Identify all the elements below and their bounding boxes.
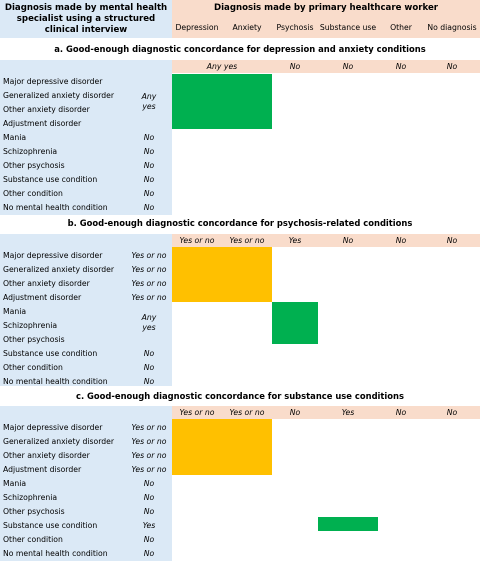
section-c-row-value: Yes or no: [131, 422, 167, 432]
section-b-col-value: No: [446, 236, 458, 245]
section-a-colvalue-band: [172, 60, 480, 73]
section-b-row-value: No: [143, 362, 155, 372]
section-a-title: a. Good-enough diagnostic concordance fo…: [54, 44, 426, 54]
section-b-row-value: Yes or no: [131, 264, 167, 274]
section-b-row-value: Yes or no: [131, 250, 167, 260]
section-b-row-value: Yes or no: [131, 278, 167, 288]
section-a-row-value: No: [143, 174, 155, 184]
section-b-row-label: Generalized anxiety disorder: [3, 264, 115, 274]
section-c-row-label: Generalized anxiety disorder: [3, 436, 115, 446]
section-c-partial-cell: [172, 419, 272, 475]
col-header-psychosis: Psychosis: [276, 22, 314, 32]
phcw-header-title: Diagnosis made by primary healthcare wor…: [213, 2, 439, 13]
col-header-depression: Depression: [175, 22, 219, 32]
section-a-row-label: No mental health condition: [3, 202, 108, 212]
section-c-concordance-cell: [318, 517, 378, 531]
section-a-row-label: Generalized anxiety disorder: [3, 90, 115, 100]
section-b-col-value: No: [395, 236, 407, 245]
section-c-row-value: No: [143, 478, 155, 488]
section-a-col-other: No: [395, 62, 407, 71]
section-c-col-value: No: [446, 408, 458, 417]
section-b-colvalue-band: [172, 234, 480, 247]
section-a-row-label: Other psychosis: [3, 160, 65, 170]
col-header-anxiety: Anxiety: [232, 22, 262, 32]
section-c-row-value: No: [143, 548, 155, 558]
section-c-row-label: Schizophrenia: [3, 492, 58, 502]
section-c-row-label: Major depressive disorder: [3, 422, 103, 432]
section-b-partial-cell: [172, 247, 272, 302]
section-a-rowlabel-panel: [0, 60, 172, 215]
section-a-row-label: Major depressive disorder: [3, 76, 103, 86]
section-a-row-value: No: [143, 188, 155, 198]
section-a-row-label: Substance use condition: [3, 174, 98, 184]
section-c-colvalue-band: [172, 406, 480, 419]
section-b-row-label: Other psychosis: [3, 334, 65, 344]
section-c-row-label: No mental health condition: [3, 548, 108, 558]
section-a-row-label: Mania: [3, 132, 27, 142]
section-a-col-any-yes: Any yes: [206, 62, 238, 71]
section-a-concordance-cell: [172, 74, 272, 129]
section-c-row-value: Yes or no: [131, 450, 167, 460]
section-c-row-value: No: [143, 506, 155, 516]
section-c-col-value: Yes or no: [229, 408, 265, 417]
section-b-concordance-cell: [272, 302, 318, 344]
section-b-col-value: Yes or no: [179, 236, 215, 245]
section-c-row-label: Other condition: [3, 534, 63, 544]
section-c-row-value: Yes: [142, 520, 156, 530]
section-c-col-value: Yes or no: [179, 408, 215, 417]
section-c-col-value: No: [395, 408, 407, 417]
section-a-col-no-diagnosis: No: [446, 62, 458, 71]
section-b-row-value: No: [143, 376, 155, 386]
phcw-header: [172, 0, 480, 38]
section-a-row-value: No: [143, 146, 155, 156]
section-b-col-value: Yes or no: [229, 236, 265, 245]
section-c-row-value: Yes or no: [131, 436, 167, 446]
section-a-row-label: Schizophrenia: [3, 146, 58, 156]
section-a-row-label: Other condition: [3, 188, 63, 198]
section-a-row-value: No: [143, 160, 155, 170]
section-c-rowlabel-panel: [0, 406, 172, 561]
section-a-row-label: Adjustment disorder: [3, 118, 82, 128]
section-c-row-label: Substance use condition: [3, 520, 98, 530]
section-c-col-value: No: [289, 408, 301, 417]
section-c-row-label: Other anxiety disorder: [3, 450, 90, 460]
section-b-row-label: No mental health condition: [3, 376, 108, 386]
section-b-row-value: No: [143, 348, 155, 358]
section-b-row-label: Mania: [3, 306, 27, 316]
section-c-row-value: No: [143, 492, 155, 502]
section-b-row-label: Adjustment disorder: [3, 292, 82, 302]
section-b-title: b. Good-enough diagnostic concordance fo…: [67, 218, 413, 228]
specialist-header-text: Diagnosis made by mental health speciali…: [4, 2, 168, 35]
section-c-title: c. Good-enough diagnostic concordance fo…: [75, 391, 405, 401]
section-b-row-label: Other anxiety disorder: [3, 278, 90, 288]
section-c-row-value: No: [143, 534, 155, 544]
col-header-other: Other: [390, 22, 412, 32]
section-b-row-label: Major depressive disorder: [3, 250, 103, 260]
section-b-row-label: Substance use condition: [3, 348, 98, 358]
section-c-col-value: Yes: [341, 408, 355, 417]
section-b-col-value: Yes: [288, 236, 302, 245]
section-c-row-label: Mania: [3, 478, 27, 488]
section-b-rowlabel-panel: [0, 234, 172, 386]
col-header-no-diagnosis: No diagnosis: [427, 22, 477, 32]
section-c-row-label: Other psychosis: [3, 506, 65, 516]
section-c-row-value: Yes or no: [131, 464, 167, 474]
section-b-row-label: Schizophrenia: [3, 320, 58, 330]
specialist-header: Diagnosis made by mental health speciali…: [0, 0, 172, 38]
section-b-row-value: Any yes: [141, 313, 157, 332]
section-b-col-value: No: [342, 236, 354, 245]
section-a-row-value: Any yes: [141, 92, 157, 111]
section-b-row-label: Other condition: [3, 362, 63, 372]
section-a-row-label: Other anxiety disorder: [3, 104, 90, 114]
section-a-row-value: No: [143, 202, 155, 212]
col-header-substance-use: Substance use: [319, 22, 377, 32]
section-c-row-label: Adjustment disorder: [3, 464, 82, 474]
section-b-row-value: Yes or no: [131, 292, 167, 302]
section-a-col-psychosis: No: [289, 62, 301, 71]
section-a-col-substance: No: [342, 62, 354, 71]
section-a-row-value: No: [143, 132, 155, 142]
